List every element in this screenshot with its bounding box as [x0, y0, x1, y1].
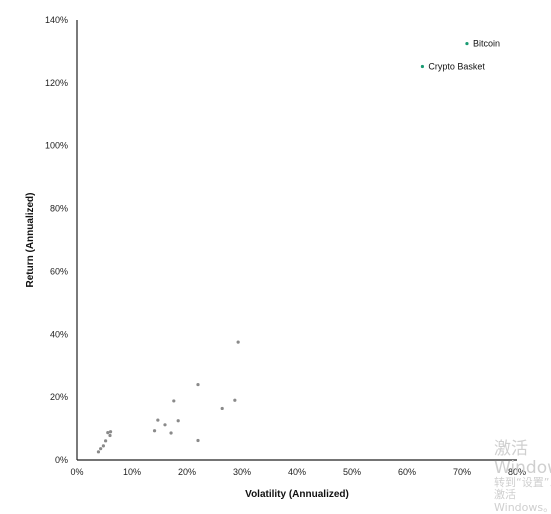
data-points: Bitcoin Crypto Basket [96, 39, 500, 454]
y-tick-label: 80% [50, 204, 68, 214]
data-point [196, 382, 200, 387]
x-tick-label: 70% [453, 467, 471, 477]
x-tick-label: 0% [70, 467, 83, 477]
data-point [163, 423, 167, 427]
data-point [420, 64, 424, 69]
y-tick-label: 0% [55, 455, 68, 465]
x-tick-label: 60% [398, 467, 416, 477]
axes [76, 20, 517, 461]
data-point [152, 429, 157, 433]
y-axis-label: Return (Annualized) [25, 193, 36, 288]
data-point [99, 447, 103, 451]
data-point [101, 444, 105, 448]
x-tick-label: 10% [123, 467, 141, 477]
data-point [156, 418, 160, 422]
data-point [96, 450, 101, 454]
x-tick-label: 20% [178, 467, 196, 477]
data-point [465, 41, 469, 46]
y-tick-label: 100% [45, 141, 68, 151]
y-tick-label: 40% [50, 329, 68, 339]
x-tick-label: 40% [288, 467, 306, 477]
point-label: Crypto Basket [428, 62, 485, 72]
x-tick-label: 80% [508, 467, 526, 477]
y-tick-label: 20% [50, 392, 68, 402]
data-point [172, 399, 176, 403]
data-point [220, 406, 224, 411]
data-point [108, 430, 113, 434]
x-axis-label: Volatility (Annualized) [245, 489, 349, 500]
tick-labels: 0% 10% 20% 30% 40% 50% 60% 70% 80% 0% 20% 40% 60% 80%… [45, 15, 526, 477]
y-tick-label: 140% [45, 15, 68, 25]
y-tick-label: 120% [45, 78, 68, 88]
data-point [104, 439, 108, 443]
data-point [106, 431, 110, 435]
data-point [236, 340, 240, 344]
data-point [233, 398, 237, 402]
point-label: Bitcoin [473, 39, 500, 49]
data-point [176, 419, 180, 423]
x-tick-label: 30% [233, 467, 251, 477]
y-tick-label: 60% [50, 266, 68, 276]
x-tick-label: 50% [343, 467, 361, 477]
data-point [196, 438, 200, 443]
data-point [108, 433, 112, 438]
data-point [169, 431, 173, 435]
